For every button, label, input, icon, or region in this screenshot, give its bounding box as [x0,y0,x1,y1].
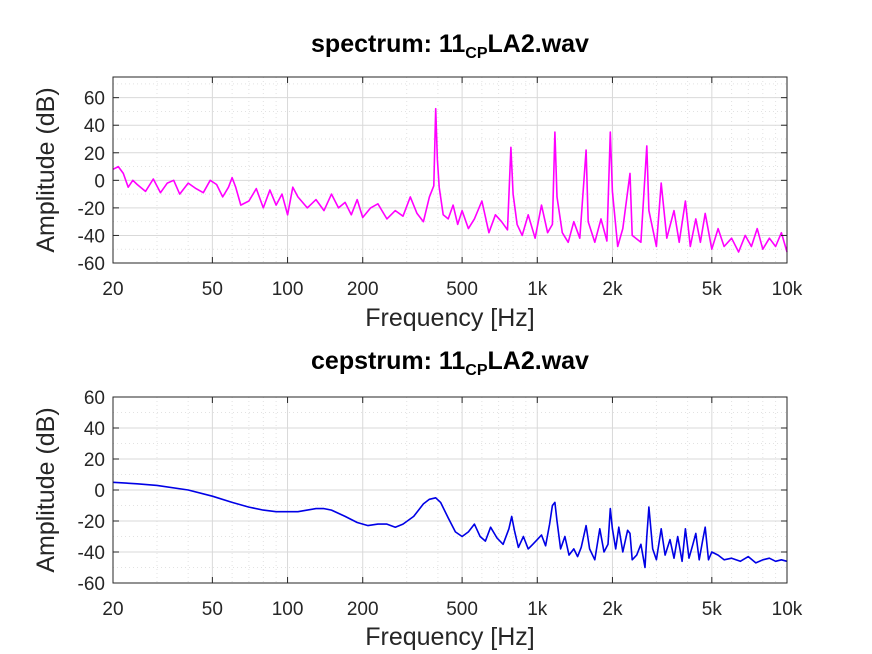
y-tick-label: -20 [78,199,105,220]
x-tick-label: 500 [446,599,478,620]
spectrum-ylabel: Amplitude (dB) [32,87,60,252]
x-tick-label: 10k [772,599,803,620]
spectrum-ticks: 20 50 100 200 500 1k 2k 5k 10k -60 -40 -20 0 20 40 60 [78,77,803,300]
y-tick-label: 60 [84,89,105,110]
y-tick-label: -20 [78,512,105,533]
x-tick-label: 50 [202,279,223,300]
x-tick-label: 200 [347,599,379,620]
x-tick-label: 2k [602,279,623,300]
cepstrum-title: cepstrum: 11CPLA2.wav [311,347,589,379]
x-tick-label: 2k [602,599,623,620]
cepstrum-title-main: cepstrum: 11 [311,347,465,375]
series-line [112,107,788,253]
spectrum-title-sub: CP [465,45,488,62]
x-tick-label: 5k [702,599,723,620]
y-tick-label: 40 [84,116,105,137]
spectrum-axes-box [112,76,788,264]
x-tick-label: 100 [272,599,304,620]
x-tick-label: 5k [702,279,723,300]
y-tick-label: 0 [94,171,105,192]
y-tick-label: 20 [84,144,105,165]
cepstrum-title-sub: CP [465,362,488,379]
cepstrum-title-suffix: LA2.wav [488,347,590,375]
spectrum-title-main: spectrum: 11 [311,30,465,58]
y-tick-label: 0 [94,481,105,502]
x-tick-label: 10k [772,279,803,300]
y-tick-label: -60 [78,254,105,275]
x-tick-label: 500 [446,279,478,300]
spectrum-title: spectrum: 11CPLA2.wav [311,30,589,62]
cepstrum-xlabel: Frequency [Hz] [365,623,535,651]
x-tick-label: 50 [202,599,223,620]
cepstrum-ylabel: Amplitude (dB) [32,407,60,572]
y-tick-label: 20 [84,450,105,471]
x-tick-label: 20 [102,599,123,620]
x-tick-label: 1k [527,279,548,300]
spectrum-panel: spectrum: 11CPLA2.wav 20 50 100 200 500 1k 2k 5… [32,30,803,332]
y-tick-label: -40 [78,226,105,247]
cepstrum-plot-area [112,481,788,569]
x-tick-label: 100 [272,279,304,300]
x-tick-label: 20 [102,279,123,300]
spectrum-xlabel: Frequency [Hz] [365,304,535,332]
y-tick-label: -60 [78,574,105,595]
series-line [112,481,788,569]
y-tick-label: -40 [78,543,105,564]
x-tick-label: 1k [527,599,548,620]
spectrum-plot-area [112,107,788,253]
x-tick-label: 200 [347,279,379,300]
y-tick-label: 60 [84,388,105,409]
cepstrum-panel: cepstrum: 11CPLA2.wav 20 50 100 200 500 1k 2k 5… [32,347,803,651]
y-tick-label: 40 [84,419,105,440]
cepstrum-ticks: 20 50 100 200 500 1k 2k 5k 10k -60 -40 -20 0 20 40 60 [78,388,803,620]
spectrum-title-suffix: LA2.wav [488,30,590,58]
